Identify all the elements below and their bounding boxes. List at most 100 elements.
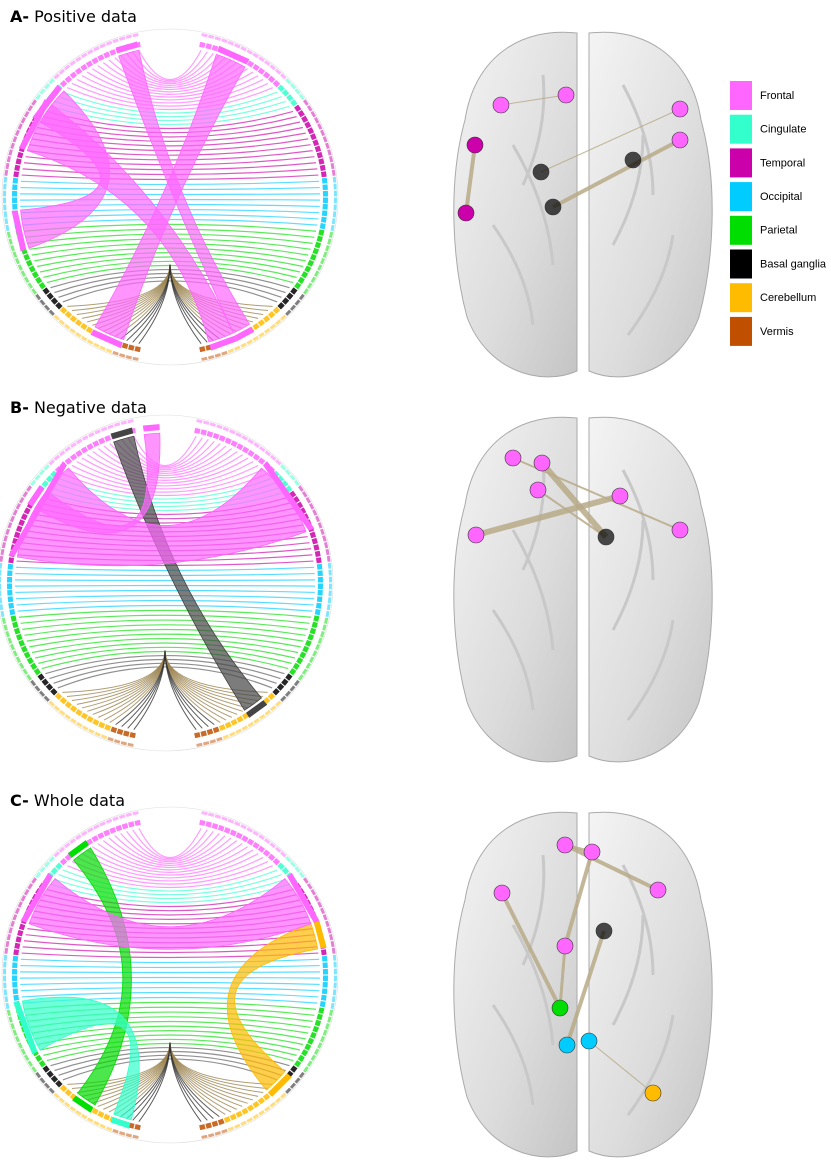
outer-arc	[44, 305, 50, 311]
outer-arc	[76, 439, 82, 445]
outer-arc	[295, 1077, 301, 1083]
node-arc	[34, 668, 41, 675]
node-arc	[200, 731, 207, 737]
outer-arc	[5, 163, 9, 169]
node-arc	[310, 532, 316, 539]
outer-arc	[290, 685, 296, 691]
outer-arc	[333, 955, 337, 961]
node-arc	[9, 609, 15, 615]
node-arc	[43, 1065, 50, 1072]
chord-line	[17, 601, 314, 605]
panel-name: Positive data	[34, 7, 137, 26]
outer-arc	[121, 421, 127, 425]
outer-arc	[290, 305, 296, 311]
node-arc	[51, 1075, 58, 1082]
chord-line	[128, 651, 165, 729]
outer-arc	[201, 1135, 207, 1139]
outer-arc	[34, 685, 40, 691]
outer-arc	[302, 491, 308, 497]
node-arc	[290, 287, 297, 294]
outer-arc	[265, 710, 271, 716]
outer-arc	[322, 535, 326, 541]
node-arc	[17, 930, 23, 937]
node-arc	[123, 731, 130, 737]
outer-arc	[69, 60, 75, 66]
node-arc	[17, 152, 23, 159]
node-arc	[315, 1020, 321, 1027]
node-arc	[322, 210, 328, 216]
outer-arc	[27, 1060, 33, 1066]
brain	[454, 32, 712, 377]
node-arc	[286, 292, 293, 299]
outer-arc	[324, 618, 328, 624]
node-arc	[109, 49, 116, 56]
node-arc	[318, 577, 323, 583]
node-arc	[218, 1119, 225, 1126]
node-arc	[321, 171, 327, 177]
legend-label: Basal ganglia	[760, 258, 827, 270]
outer-arc	[27, 282, 33, 288]
outer-arc	[44, 861, 50, 867]
outer-arc	[298, 674, 304, 680]
outer-arc	[247, 439, 253, 445]
node-arc	[60, 1085, 67, 1092]
outer-arc	[322, 624, 326, 630]
outer-arc	[3, 184, 6, 190]
node-arc	[14, 628, 20, 635]
outer-arc	[49, 856, 55, 862]
node-arc	[322, 956, 328, 962]
outer-arc	[275, 69, 281, 75]
node-arc	[11, 615, 17, 621]
outer-arc	[127, 419, 133, 423]
node-arc	[8, 603, 14, 609]
node-arc	[7, 570, 12, 576]
outer-arc	[210, 422, 216, 427]
node-arc	[317, 596, 323, 602]
node-arc	[86, 716, 93, 723]
legend-swatch	[730, 115, 752, 144]
outer-arc	[64, 714, 70, 720]
chord-line	[15, 591, 314, 593]
outer-arc	[264, 60, 270, 66]
outer-arc	[328, 570, 331, 576]
outer-arc	[64, 1102, 70, 1108]
ribbon	[227, 924, 317, 1090]
node-arc	[65, 311, 72, 318]
outer-arc	[275, 701, 281, 707]
node-arc	[194, 732, 200, 738]
outer-arc	[132, 1135, 138, 1139]
node-arc	[289, 668, 296, 675]
outer-arc	[306, 497, 311, 504]
outer-arc	[3, 204, 6, 210]
outer-arc	[307, 883, 313, 889]
panel-label: A-	[10, 7, 29, 26]
outer-arc	[59, 450, 65, 456]
node-arc	[320, 1001, 326, 1007]
outer-arc	[8, 1016, 12, 1022]
node-arc	[55, 693, 62, 700]
node-arc	[12, 976, 17, 982]
node-arc	[263, 315, 270, 322]
outer-arc	[54, 705, 60, 711]
node-arc	[294, 282, 301, 289]
node-arc	[199, 346, 205, 352]
outer-arc	[75, 1110, 81, 1116]
outer-arc	[70, 718, 76, 724]
outer-arc	[302, 668, 308, 674]
node-arc	[322, 178, 328, 184]
node-arc	[12, 198, 17, 204]
outer-arc	[294, 480, 300, 486]
node	[598, 529, 614, 545]
outer-arc	[258, 1110, 264, 1116]
chord-line	[54, 273, 285, 292]
legend-swatch	[730, 250, 752, 279]
node-arc	[312, 622, 318, 629]
node-arc	[70, 705, 77, 712]
node-arc	[310, 1032, 317, 1039]
outer-arc	[4, 955, 8, 961]
outer-arc	[329, 584, 332, 590]
ribbon-base	[143, 424, 160, 431]
outer-arc	[285, 78, 291, 84]
node-arc	[320, 223, 326, 229]
outer-arc	[331, 941, 335, 947]
